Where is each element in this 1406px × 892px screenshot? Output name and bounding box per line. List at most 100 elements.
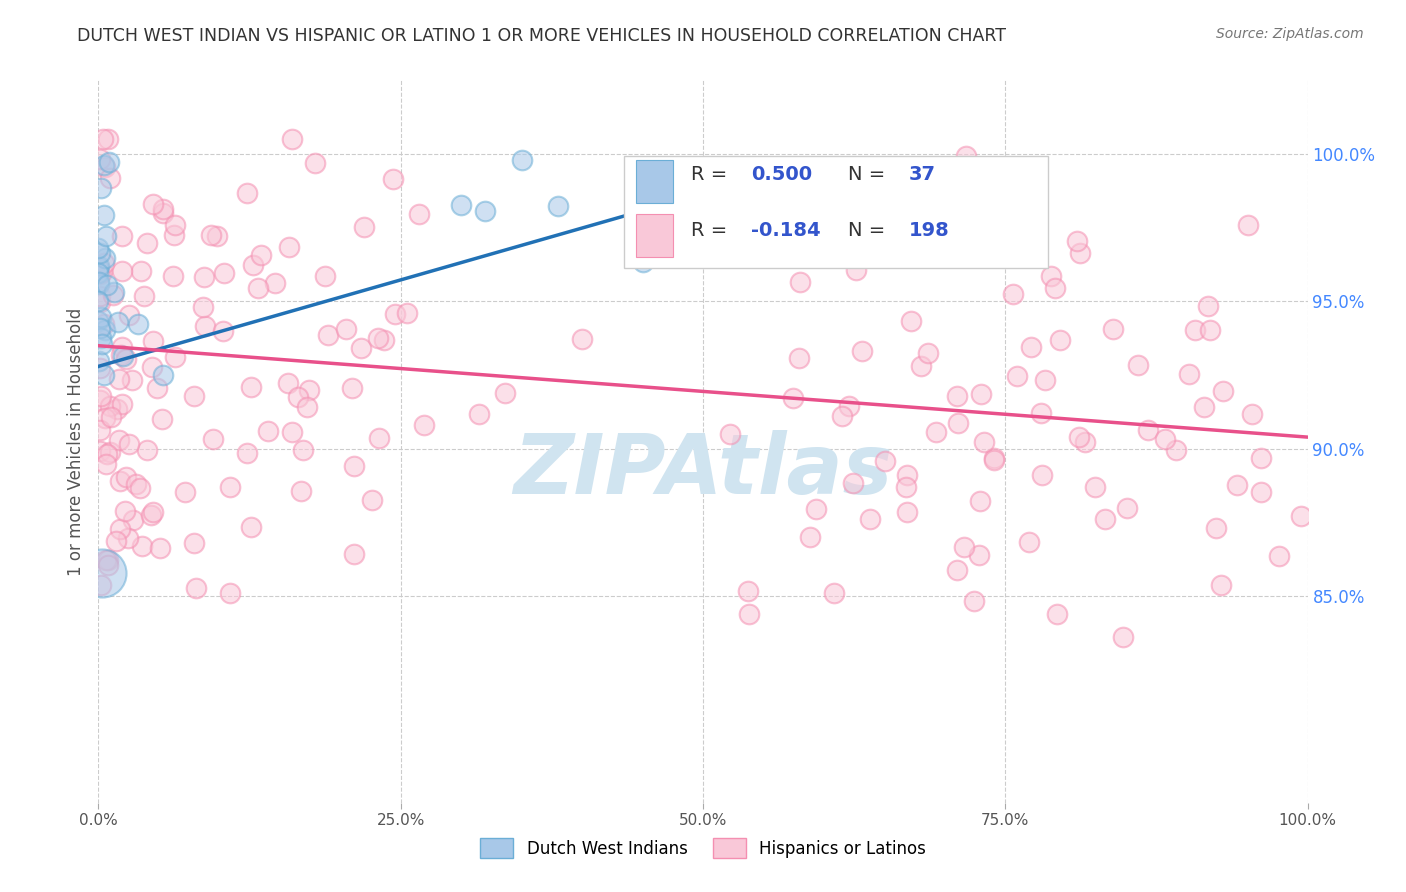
Point (969, 493, 991, 508)
Point (149, 541, 172, 556)
Point (910, 359, 932, 374)
Point (316, 327, 339, 342)
Point (373, 333, 395, 347)
Point (202, 433, 225, 447)
Point (89, 277, 111, 291)
Point (165, 218, 187, 232)
Point (87, 294, 110, 309)
Point (96, 277, 118, 292)
Point (91, 132, 114, 146)
Point (111, 397, 134, 411)
Point (1184, 323, 1206, 337)
Point (395, 306, 418, 320)
Point (494, 386, 516, 401)
Point (818, 190, 841, 204)
Point (1019, 340, 1042, 354)
Point (90, 331, 112, 345)
Point (1111, 630, 1133, 644)
Point (789, 275, 811, 289)
Point (1116, 500, 1139, 515)
Point (111, 349, 134, 363)
Point (152, 202, 174, 216)
Point (90, 389, 112, 403)
Point (205, 229, 228, 244)
Point (970, 387, 993, 401)
Point (191, 300, 214, 314)
Point (1084, 480, 1107, 494)
Point (89, 289, 111, 303)
Point (281, 425, 304, 440)
Point (413, 417, 436, 432)
Point (973, 434, 995, 449)
Point (93, 158, 115, 172)
Point (165, 350, 187, 364)
Point (859, 512, 882, 526)
Point (831, 409, 853, 424)
Point (304, 156, 326, 170)
Point (132, 289, 155, 303)
Point (1018, 535, 1040, 549)
Point (631, 255, 654, 269)
Point (278, 240, 301, 254)
Point (718, 427, 741, 442)
Point (896, 505, 918, 519)
Point (1250, 484, 1272, 499)
Point (89, 152, 111, 166)
Point (1268, 549, 1291, 563)
Legend: Dutch West Indians, Hispanics or Latinos: Dutch West Indians, Hispanics or Latinos (471, 830, 935, 867)
Point (105, 533, 128, 548)
Point (218, 585, 240, 599)
Point (967, 548, 990, 562)
Point (1178, 368, 1201, 382)
Point (111, 340, 134, 354)
Point (89, 267, 111, 281)
Point (1240, 407, 1263, 421)
Point (90, 265, 112, 279)
Point (110, 348, 132, 362)
Point (193, 270, 215, 285)
Point (281, 132, 304, 146)
Text: R =: R = (690, 221, 734, 240)
Point (510, 153, 533, 168)
Point (911, 232, 934, 246)
Point (948, 416, 970, 430)
Point (842, 476, 865, 491)
Point (89, 245, 111, 260)
Point (121, 373, 143, 387)
Point (343, 458, 366, 473)
Point (240, 520, 263, 534)
Point (87, 259, 110, 273)
Point (467, 407, 489, 421)
Point (787, 237, 810, 252)
Point (925, 425, 948, 439)
Point (752, 230, 775, 244)
FancyBboxPatch shape (637, 214, 672, 257)
Point (247, 281, 270, 295)
Point (218, 480, 240, 494)
Point (97, 132, 120, 146)
Point (945, 389, 967, 403)
Point (900, 314, 922, 328)
Point (896, 467, 918, 482)
Point (298, 383, 321, 397)
Point (152, 206, 174, 220)
Point (96, 553, 118, 567)
Point (1101, 322, 1123, 336)
Point (129, 264, 152, 278)
Point (1209, 578, 1232, 592)
Point (96, 228, 118, 243)
Point (105, 402, 128, 417)
Point (89, 360, 111, 375)
Point (87, 266, 110, 280)
Point (152, 368, 174, 383)
Point (1153, 432, 1175, 446)
Point (382, 172, 405, 186)
Text: -0.184: -0.184 (751, 221, 821, 240)
Point (183, 536, 205, 550)
Point (131, 539, 153, 553)
Point (277, 376, 299, 390)
Point (1073, 434, 1095, 449)
Point (114, 504, 136, 518)
Point (1066, 235, 1088, 249)
Point (108, 433, 131, 447)
